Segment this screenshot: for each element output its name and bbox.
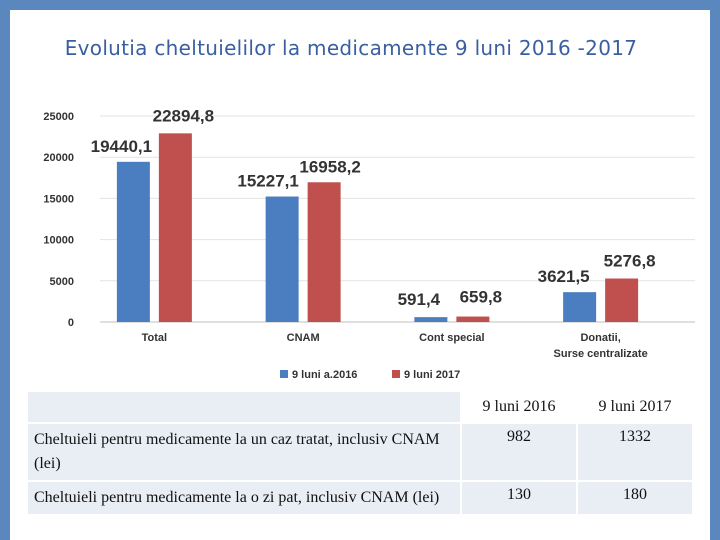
bar: [605, 278, 639, 322]
table-header-2016: 9 luni 2016: [460, 390, 578, 424]
x-category-label: Donatii,: [580, 332, 620, 344]
bar: [158, 133, 192, 322]
slide: Evolutia cheltuielilor la medicamente 9 …: [10, 10, 710, 540]
row-label-cost-per-case: Cheltuieli pentru medicamente la un caz …: [26, 422, 462, 482]
table-row: Cheltuieli pentru medicamente la un caz …: [26, 422, 694, 482]
cell-cost-per-bed-day-2017: 180: [576, 480, 694, 516]
x-category-label: Total: [142, 332, 167, 344]
cell-cost-per-case-2017: 1332: [576, 422, 694, 482]
stats-table: 9 luni 2016 9 luni 2017 Cheltuieli pentr…: [26, 390, 694, 516]
bar: [414, 317, 448, 322]
cell-cost-per-bed-day-2016: 130: [460, 480, 578, 516]
y-tick-label: 20000: [43, 152, 74, 164]
table-row: Cheltuieli pentru medicamente la o zi pa…: [26, 480, 694, 516]
table-header-2017: 9 luni 2017: [576, 390, 694, 424]
data-label: 22894,8: [153, 106, 214, 125]
slide-title: Evolutia cheltuielilor la medicamente 9 …: [64, 36, 638, 60]
data-label: 15227,1: [237, 172, 298, 191]
data-label: 3621,5: [538, 267, 590, 286]
y-tick-label: 10000: [43, 235, 74, 247]
row-label-cost-per-bed-day: Cheltuieli pentru medicamente la o zi pa…: [26, 480, 462, 516]
legend-swatch: [280, 370, 288, 378]
table-header-blank: [26, 390, 462, 424]
cell-cost-per-case-2016: 982: [460, 422, 578, 482]
legend-label: 9 luni 2017: [404, 369, 460, 381]
bar: [116, 161, 150, 322]
data-label: 591,4: [398, 290, 441, 309]
y-tick-label: 0: [68, 317, 74, 329]
chart-area: 0 5000 10000 15000 20000 25000 19440,1 22894,8 T…: [30, 96, 700, 386]
x-category-label: Surse centralizate: [554, 348, 648, 360]
y-tick-label: 15000: [43, 193, 74, 205]
y-tick-label: 25000: [43, 111, 74, 123]
data-label: 659,8: [460, 288, 503, 307]
data-label: 16958,2: [299, 157, 360, 176]
x-category-label: CNAM: [287, 332, 320, 344]
bar: [563, 292, 597, 322]
data-label: 19440,1: [91, 137, 152, 156]
bar: [456, 316, 490, 322]
y-tick-label: 5000: [50, 276, 74, 288]
legend-swatch: [392, 370, 400, 378]
table-header-row: 9 luni 2016 9 luni 2017: [26, 390, 694, 424]
legend-label: 9 luni a.2016: [292, 369, 357, 381]
bar: [265, 196, 299, 322]
bar: [307, 182, 341, 322]
x-category-label: Cont special: [419, 332, 484, 344]
data-label: 5276,8: [604, 252, 656, 271]
